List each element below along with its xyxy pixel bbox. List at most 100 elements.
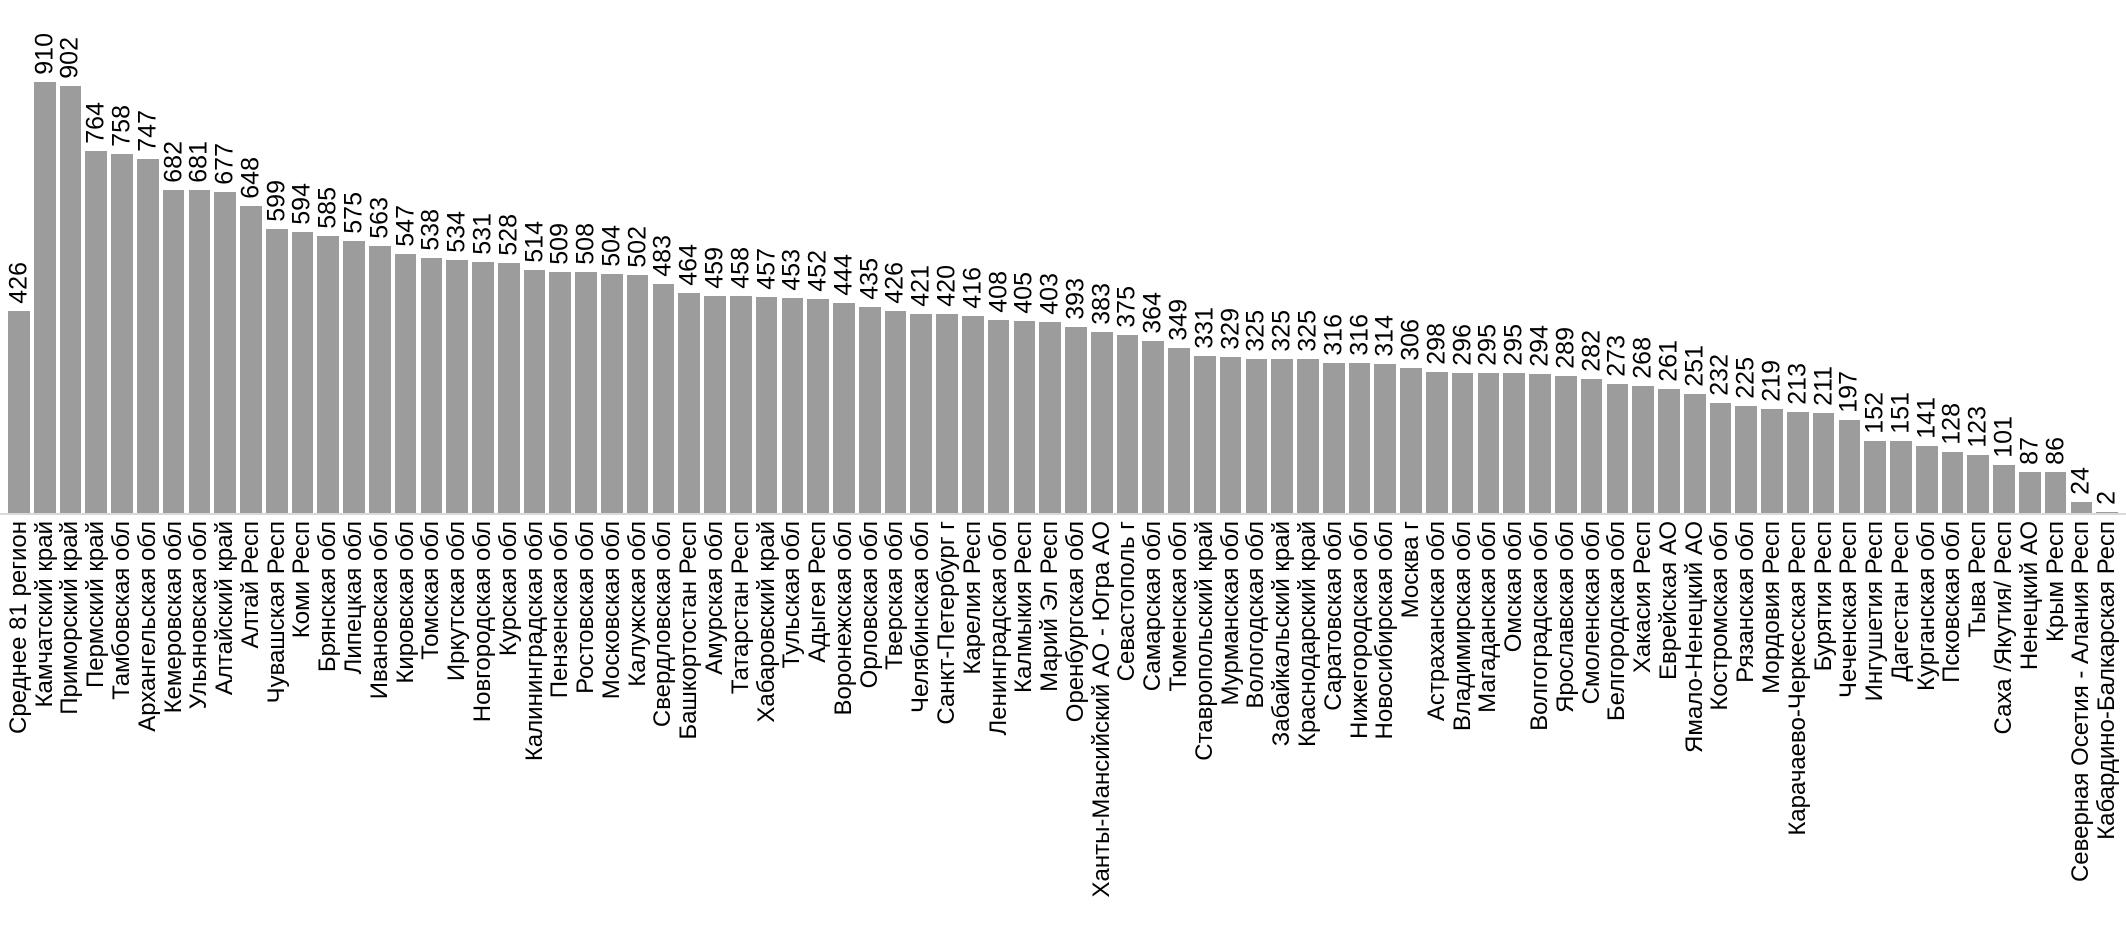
bar-column: 295 Омская обл — [1500, 0, 1528, 951]
bar — [343, 241, 365, 513]
bar — [2070, 502, 2093, 513]
bar-column: 758 Тамбовская обл — [108, 0, 136, 951]
bar-value-label: 296 — [1448, 324, 1477, 366]
bar-column: 502 Калужская обл — [623, 0, 652, 951]
bar — [1168, 348, 1190, 513]
bar — [1039, 322, 1061, 513]
bar-column: 294 Волгоградская обл — [1525, 0, 1553, 951]
bar-column: 504 Московская обл — [597, 0, 625, 951]
bar — [1735, 406, 1758, 513]
bar — [8, 311, 30, 513]
bar — [1658, 389, 1680, 513]
x-axis-label: Кабардино-Балкарская Респ — [2093, 521, 2121, 840]
bar — [755, 297, 778, 513]
bar-value-label: 316 — [1319, 314, 1348, 356]
bar — [910, 314, 933, 513]
x-axis-label: Кировская обл — [391, 521, 419, 684]
x-axis-label: Тверская обл — [881, 521, 909, 670]
bar-value-label: 648 — [236, 157, 265, 199]
bar — [394, 254, 417, 513]
bar-value-label: 444 — [829, 254, 858, 296]
x-axis-label: Тюменская обл — [1165, 521, 1193, 692]
bar-value-label: 459 — [700, 247, 729, 289]
bar-value-label: 575 — [339, 192, 368, 234]
bar — [265, 229, 288, 513]
bar-column: 306 Москва г — [1397, 0, 1425, 951]
x-axis-label: Камчатский край — [30, 521, 58, 708]
bar-column: 747 Архангельская обл — [133, 0, 162, 951]
x-axis-label: Мордовия Респ — [1758, 521, 1786, 694]
bar-value-label: 128 — [1937, 403, 1966, 445]
bar-column: 483 Свердловская обл — [649, 0, 677, 951]
x-axis-label: Новосибирская обл — [1371, 521, 1399, 740]
x-axis-label: Санкт-Петербург г — [933, 521, 961, 725]
bar — [1838, 420, 1861, 513]
bar-value-label: 403 — [1035, 273, 1064, 315]
x-axis-label: Ярославская обл — [1551, 521, 1579, 713]
bar-value-label: 151 — [1886, 392, 1915, 434]
bar-value-label: 325 — [1241, 310, 1270, 352]
bar — [1451, 373, 1474, 513]
x-axis-label: Вологодская обл — [1242, 521, 1270, 709]
bar — [317, 236, 340, 513]
bar-column: 123 Тыва Респ — [1964, 0, 1992, 951]
bar-value-label: 747 — [133, 110, 162, 152]
bar — [420, 258, 443, 513]
bar-column: 268 Хакасия Респ — [1628, 0, 1657, 951]
bar — [1864, 441, 1886, 513]
bar-column: 528 Курская обл — [494, 0, 522, 951]
x-axis-label: Пермский край — [82, 521, 110, 689]
bar — [961, 316, 984, 513]
bar-column: 383 Ханты-Мансийский АО - Югра АО — [1087, 0, 1116, 951]
x-axis-label: Воронежская обл — [829, 521, 857, 716]
bar-value-label: 677 — [210, 143, 239, 185]
x-axis-label: Саратовская обл — [1319, 521, 1347, 711]
bar-value-label: 452 — [803, 250, 832, 292]
bar-value-label: 213 — [1783, 363, 1812, 405]
bar-column: 225 Рязанская обл — [1732, 0, 1760, 951]
bar-value-label: 383 — [1087, 283, 1116, 325]
bar — [291, 232, 314, 513]
bar-column: 547 Кировская обл — [391, 0, 419, 951]
bar-column: 219 Мордовия Респ — [1758, 0, 1786, 951]
bar — [2019, 472, 2041, 513]
bar-column: 682 Кемеровская обл — [159, 0, 188, 951]
bar-value-label: 531 — [468, 213, 497, 255]
bar — [240, 206, 262, 513]
x-axis-label: Ростовская обл — [572, 521, 600, 694]
bar-column: 531 Новгородская обл — [468, 0, 497, 951]
x-axis-label: Оренбургская обл — [1061, 521, 1089, 723]
bar-value-label: 295 — [1473, 324, 1502, 366]
bar — [1786, 412, 1809, 513]
bar — [1761, 409, 1783, 513]
bar-value-label: 325 — [1267, 310, 1296, 352]
bar-column: 457 Хабаровский край — [752, 0, 780, 951]
bar — [1709, 403, 1732, 513]
bar-value-label: 594 — [287, 183, 316, 225]
bar — [549, 272, 572, 513]
x-axis-label: Чеченская Респ — [1835, 521, 1863, 698]
bar-value-label: 534 — [442, 211, 471, 253]
bar — [1400, 368, 1422, 513]
bar — [111, 154, 133, 513]
bar — [1529, 374, 1551, 513]
x-axis-label: Карачаево-Черкесская Респ — [1783, 521, 1811, 836]
bar-value-label: 268 — [1628, 337, 1657, 379]
x-axis-label: Среднее 81 регион — [4, 521, 32, 734]
bar — [858, 307, 881, 513]
bar — [1941, 452, 1964, 513]
bar — [472, 262, 494, 513]
bar-value-label: 682 — [159, 141, 188, 183]
bar-column: 325 Забайкальский край — [1267, 0, 1296, 951]
bar-value-label: 298 — [1422, 323, 1451, 365]
bar — [678, 293, 701, 513]
bar-value-label: 764 — [81, 102, 110, 144]
bar — [1606, 384, 1629, 513]
bar-value-label: 514 — [520, 221, 549, 263]
bar-column: 405 Калмыкия Респ — [1010, 0, 1038, 951]
bar-column: 329 Мурманская обл — [1216, 0, 1244, 951]
bar-value-label: 502 — [623, 226, 652, 268]
bar-column: 534 Иркутская обл — [442, 0, 471, 951]
bar — [1374, 364, 1397, 513]
bar-column: 416 Карелия Респ — [958, 0, 986, 951]
